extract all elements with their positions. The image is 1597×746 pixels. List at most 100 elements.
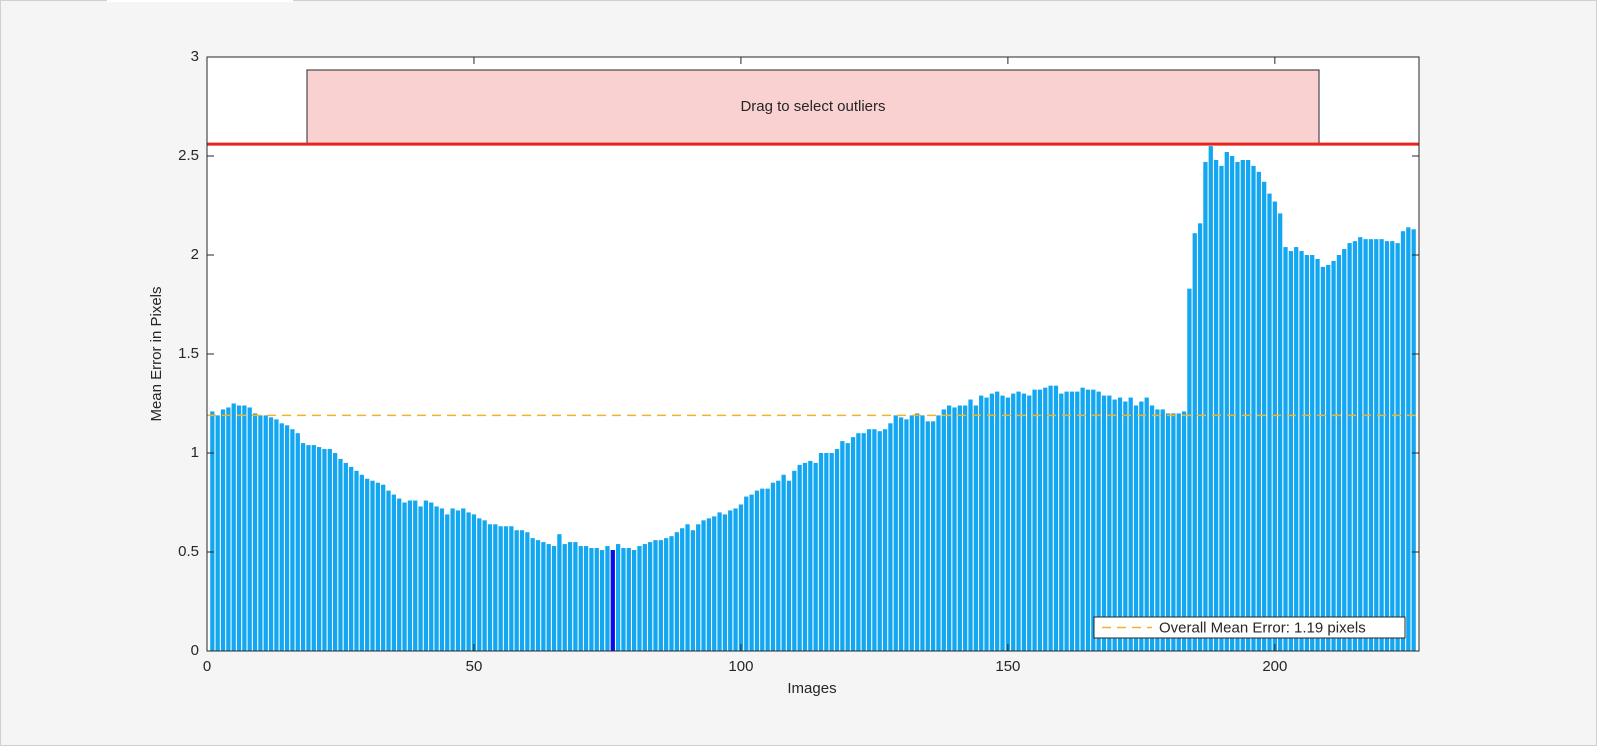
bar [1304,255,1310,651]
bar [674,532,679,651]
x-tick-label: 100 [728,658,753,675]
bar [765,488,770,651]
bar [1278,213,1283,652]
bar [477,518,482,651]
bar [455,510,461,651]
bar [236,405,242,651]
legend-box [1093,616,1406,639]
bar [530,538,535,651]
bar [610,550,615,651]
bar [1384,241,1390,651]
bar [349,466,354,651]
bar [514,530,519,651]
y-tick-label: 3 [191,48,199,65]
bar [882,429,888,651]
bar [594,548,599,651]
bar [562,544,567,651]
outlier-select-box[interactable] [306,69,1320,145]
bar [1363,239,1368,651]
bar [632,550,637,651]
bar [995,391,1000,651]
bar [781,474,786,651]
bar [311,445,316,651]
bar [754,490,760,651]
bar [333,453,338,651]
bar [1390,241,1395,651]
bar [722,514,728,651]
bar [573,542,578,651]
bar [1251,165,1256,651]
bar [375,482,380,651]
bar [1016,391,1021,651]
bar [1262,181,1267,652]
bar [493,524,498,651]
bar [1310,255,1315,651]
bar [306,445,311,651]
bar [1208,146,1213,651]
legend-label: Overall Mean Error: 1.19 pixels [1159,619,1366,636]
bar [215,415,220,651]
bar [1256,171,1261,651]
bar [941,409,946,651]
bar [322,449,327,651]
bar [1128,397,1133,651]
bar [284,425,290,651]
bar [696,524,701,651]
bar [220,409,226,651]
bar [247,407,252,651]
bar [802,462,808,651]
bar [1197,223,1203,651]
bar [1005,397,1011,651]
bar [1021,393,1027,651]
bar [503,526,509,651]
bar [888,423,893,651]
bar [717,512,722,651]
bar [1176,413,1181,651]
bar [519,530,525,651]
bar [1283,247,1288,651]
bar [1240,159,1245,651]
bar [626,548,631,651]
bar [525,532,530,651]
bar [290,429,295,651]
bar [738,504,744,651]
bar [680,528,685,651]
bar [450,508,455,651]
bar [471,514,477,651]
bar [1117,397,1123,651]
bar [210,411,215,651]
y-tick-label: 2.5 [178,147,199,164]
bar [1400,231,1406,652]
bar [397,498,402,651]
bar [808,460,813,651]
bar [535,540,541,651]
tab-indicator [107,0,293,2]
bar [1155,409,1160,651]
bar [877,431,882,651]
bar [509,526,514,651]
legend: Overall Mean Error: 1.19 pixels [1093,616,1406,639]
bar [242,405,247,651]
bar [429,502,434,651]
bar [690,530,696,651]
bar [898,417,904,651]
bar [930,421,936,651]
y-tick-label: 2 [191,246,199,263]
bar [461,508,466,651]
bar [541,542,546,651]
bar [818,453,824,651]
bar [258,415,263,651]
bar [664,538,669,651]
bar [551,546,557,651]
bar [599,550,605,651]
bar [370,480,375,651]
bar [263,415,268,651]
bar [1027,395,1032,651]
bar [589,548,594,651]
bar [706,518,712,651]
bar [1272,201,1277,652]
bar [653,540,658,651]
bar [231,403,236,651]
bar [1294,247,1299,651]
